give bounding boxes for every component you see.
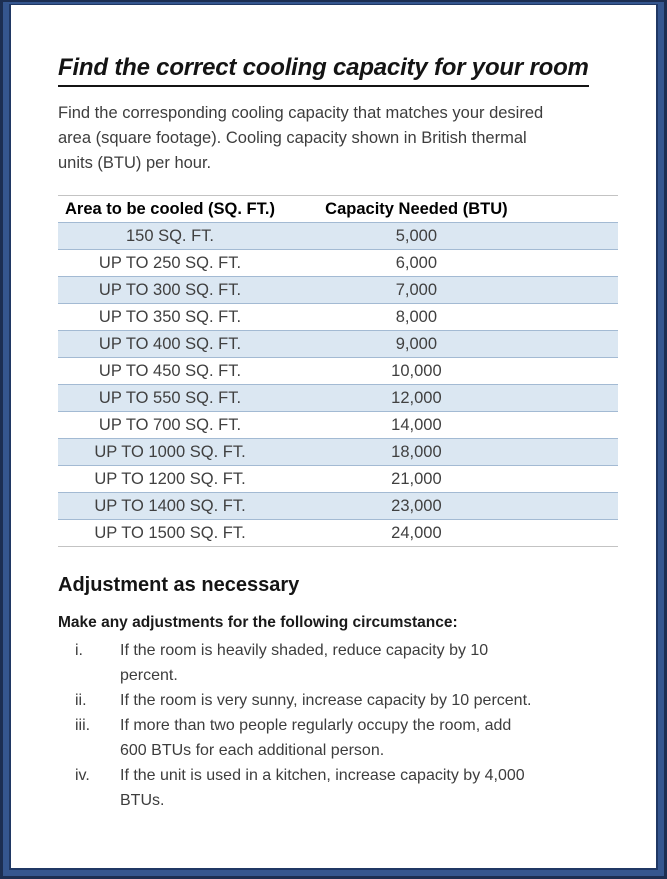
spacer-cell — [550, 222, 618, 250]
capacity-cell: 7,000 — [282, 276, 551, 304]
list-item-text: If more than two people regularly occupy… — [120, 717, 512, 759]
adjustment-item: i. If the room is heavily shaded, reduce … — [75, 638, 629, 688]
spacer-cell — [551, 304, 618, 331]
adjustment-item: iii. If more than two people regularly oc… — [75, 713, 629, 763]
area-cell: UP TO 1500 SQ. FT. — [94, 524, 246, 542]
spacer-cell — [551, 466, 618, 493]
capacity-cell: 14,000 — [391, 416, 442, 434]
adjustment-heading: Adjustment as necessary — [58, 574, 300, 596]
table-row: UP TO 1200 SQ. FT. 21,000 — [58, 466, 618, 493]
list-item-text: If the room is very sunny, increase capa… — [120, 692, 532, 709]
table-row: UP TO 1000 SQ. FT. 18,000 — [58, 438, 618, 466]
capacity-cell: 21,000 — [391, 470, 442, 488]
spacer-cell — [550, 330, 618, 358]
area-cell: UP TO 350 SQ. FT. — [98, 308, 242, 326]
table-row: UP TO 1400 SQ. FT. 23,000 — [58, 492, 618, 520]
adjustment-list: i. If the room is heavily shaded, reduce … — [75, 638, 629, 813]
intro-paragraph: Find the corresponding cooling capacity … — [58, 104, 544, 172]
table-row: UP TO 550 SQ. FT. 12,000 — [58, 384, 618, 412]
list-marker: iii. — [75, 717, 91, 734]
spacer-cell — [550, 492, 618, 520]
list-marker: ii. — [75, 692, 87, 709]
table-row: UP TO 700 SQ. FT. 14,000 — [58, 412, 618, 439]
capacity-cell: 24,000 — [391, 524, 442, 542]
list-item-text: If the unit is used in a kitchen, increa… — [120, 767, 525, 809]
spacer-cell — [550, 438, 618, 466]
page-title-text: Find the correct cooling capacity for yo… — [58, 54, 589, 87]
capacity-cell: 8,000 — [395, 308, 438, 326]
page-border-band: Find the correct cooling capacity for yo… — [3, 2, 664, 876]
area-cell: UP TO 250 SQ. FT. — [98, 254, 242, 272]
capacity-cell: 23,000 — [282, 492, 551, 520]
table-row: UP TO 350 SQ. FT. 8,000 — [58, 304, 618, 331]
area-cell: UP TO 1000 SQ. FT. — [58, 438, 282, 466]
table-row: UP TO 250 SQ. FT. 6,000 — [58, 250, 618, 277]
capacity-cell: 18,000 — [282, 438, 551, 466]
table-header-row: Area to be cooled (SQ. FT.) Capacity Nee… — [58, 196, 618, 223]
area-cell: UP TO 400 SQ. FT. — [58, 330, 282, 358]
spacer-cell — [550, 276, 618, 304]
col-header-capacity: Capacity Needed (BTU) — [325, 200, 508, 218]
table-row: UP TO 400 SQ. FT. 9,000 — [58, 330, 618, 358]
area-cell: UP TO 300 SQ. FT. — [58, 276, 282, 304]
spacer-cell — [551, 250, 618, 277]
capacity-cell: 12,000 — [282, 384, 551, 412]
col-header-area: Area to be cooled (SQ. FT.) — [65, 200, 275, 218]
adjustment-item: ii. If the room is very sunny, increase c… — [75, 688, 629, 713]
list-item-text: If the room is heavily shaded, reduce ca… — [120, 642, 489, 684]
capacity-cell: 10,000 — [391, 362, 442, 380]
spacer-cell — [551, 358, 618, 385]
list-marker: iv. — [75, 767, 90, 784]
area-cell: UP TO 450 SQ. FT. — [98, 362, 242, 380]
spacer-cell — [551, 412, 618, 439]
spacer-cell — [550, 384, 618, 412]
document-page: Find the correct cooling capacity for yo… — [9, 4, 658, 870]
area-cell: UP TO 1400 SQ. FT. — [58, 492, 282, 520]
list-marker: i. — [75, 642, 83, 659]
adjustment-lead: Make any adjustments for the following c… — [58, 614, 458, 631]
capacity-cell: 9,000 — [282, 330, 551, 358]
col-header-spacer — [551, 196, 618, 223]
table-row: UP TO 450 SQ. FT. 10,000 — [58, 358, 618, 385]
adjustment-item: iv. If the unit is used in a kitchen, inc… — [75, 763, 629, 813]
capacity-cell: 6,000 — [395, 254, 438, 272]
table-row: 150 SQ. FT. 5,000 — [58, 222, 618, 250]
table-row: UP TO 1500 SQ. FT. 24,000 — [58, 520, 618, 547]
cooling-capacity-table: Area to be cooled (SQ. FT.) Capacity Nee… — [58, 195, 618, 547]
area-cell: 150 SQ. FT. — [58, 222, 282, 250]
area-cell: UP TO 1200 SQ. FT. — [94, 470, 246, 488]
area-cell: UP TO 550 SQ. FT. — [58, 384, 282, 412]
spacer-cell — [551, 520, 618, 547]
area-cell: UP TO 700 SQ. FT. — [98, 416, 242, 434]
page-title: Find the correct cooling capacity for yo… — [58, 52, 629, 87]
capacity-cell: 5,000 — [282, 222, 551, 250]
table-row: UP TO 300 SQ. FT. 7,000 — [58, 276, 618, 304]
